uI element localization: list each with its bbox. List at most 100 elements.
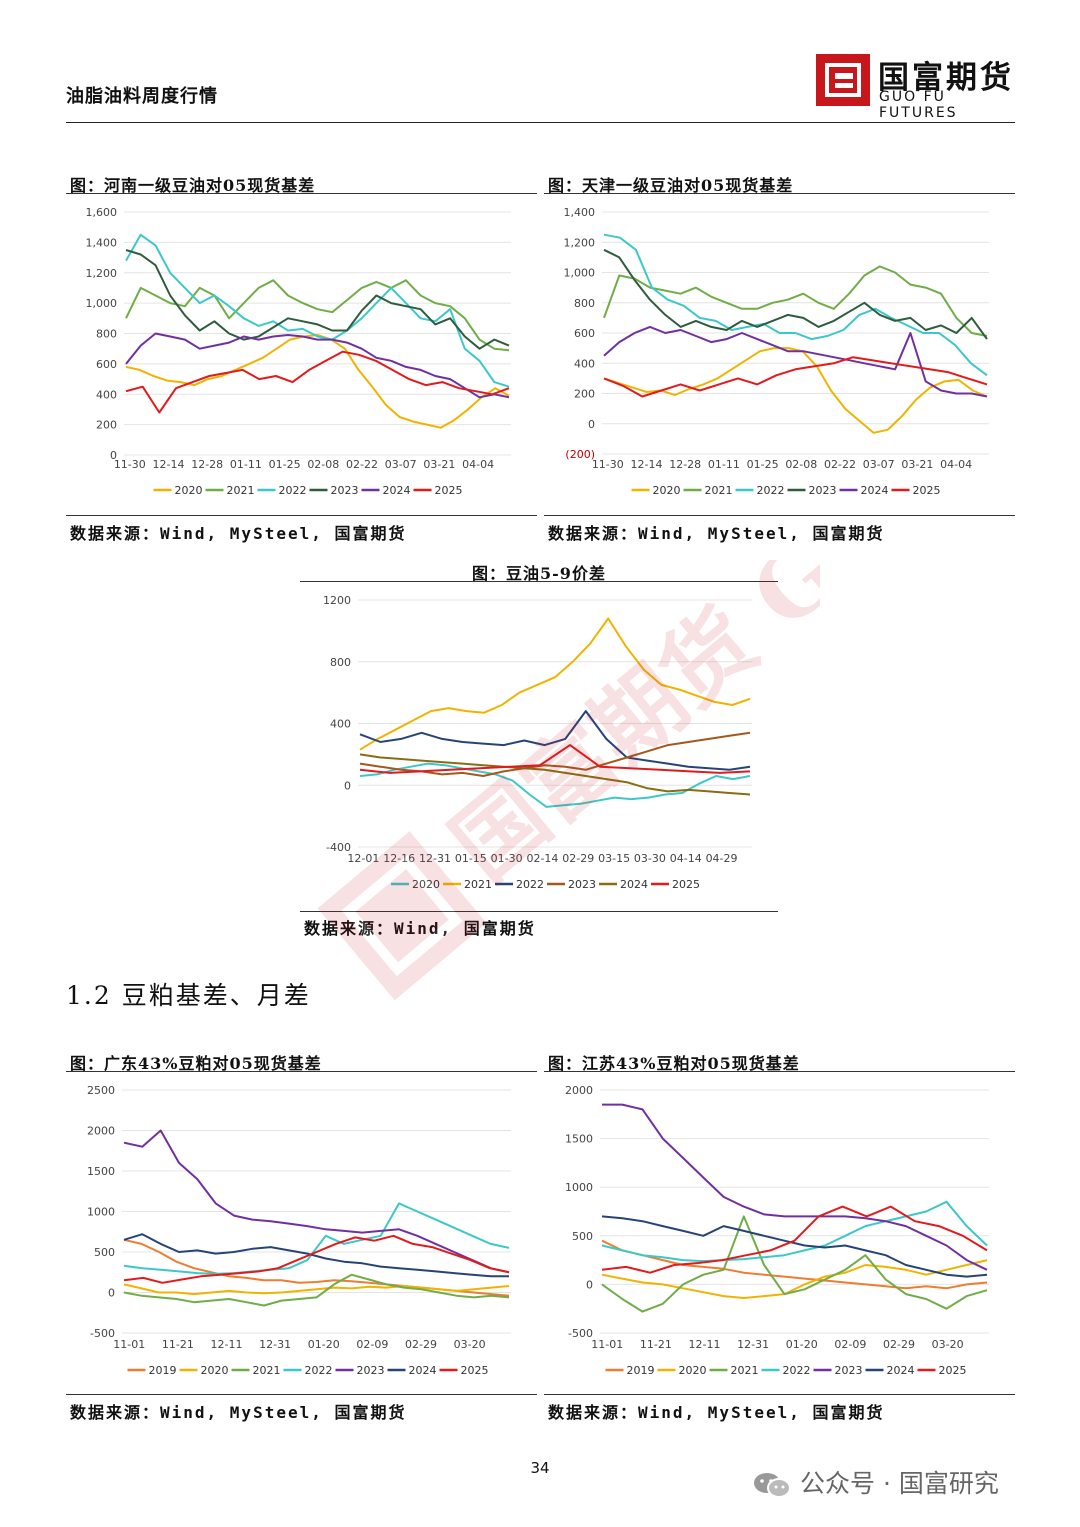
y-tick-label: -400 (326, 841, 351, 854)
series-line-2025 (123, 1234, 510, 1284)
x-tick-label: 11-30 (114, 458, 146, 471)
y-tick-label: 1,400 (86, 236, 118, 249)
legend-label: 2019 (149, 1364, 177, 1377)
y-tick-label: 800 (330, 656, 351, 669)
chart-rule-tianjin-bottom (544, 515, 1015, 516)
company-logo: 国富期货 GUO FU FUTURES (816, 54, 1016, 121)
legend-label: 2024 (409, 1364, 437, 1377)
y-tick-label: 1,200 (564, 236, 596, 249)
x-tick-label: 01-11 (708, 458, 740, 471)
chart-rule-guangdong-top (66, 1071, 537, 1072)
section-heading: 1.2 豆粕基差、月差 (66, 981, 311, 1010)
series-line-2024 (123, 1233, 509, 1278)
legend-label: 2024 (620, 878, 648, 891)
x-tick-label: 03-21 (901, 458, 933, 471)
legend-label: 2022 (757, 484, 785, 497)
y-tick-label: 400 (574, 357, 595, 370)
legend-label: 2020 (175, 484, 203, 497)
x-tick-label: 03-20 (454, 1338, 486, 1351)
legend-label: 2025 (461, 1364, 489, 1377)
x-tick-label: 12-31 (259, 1338, 291, 1351)
x-tick-label: 02-09 (834, 1338, 866, 1351)
x-tick-label: 11-01 (591, 1338, 623, 1351)
chart-title-henan: 图：河南一级豆油对05现货基差 (70, 176, 316, 195)
y-tick-label: 800 (96, 328, 117, 341)
legend-label: 2025 (939, 1364, 967, 1377)
y-tick-label: 400 (96, 388, 117, 401)
chart-rule-tianjin-top (544, 193, 1015, 194)
series-line-2024 (359, 753, 751, 796)
chart-source-guangdong: 数据来源：Wind, MySteel, 国富期货 (70, 1403, 407, 1422)
y-tick-label: 1500 (87, 1165, 115, 1178)
legend-label: 2022 (783, 1364, 811, 1377)
y-tick-label: 800 (574, 297, 595, 310)
wechat-footer: 公众号 · 国富研究 (752, 1464, 999, 1500)
series-line-2025 (359, 744, 751, 774)
x-tick-label: 12-11 (689, 1338, 721, 1351)
y-tick-label: 2000 (565, 1084, 593, 1097)
series-line-2022 (603, 233, 988, 377)
legend-label: 2021 (731, 1364, 759, 1377)
legend-label: 2024 (861, 484, 889, 497)
y-tick-label: 0 (110, 449, 117, 462)
chart-rule-jiangsu-top (544, 1071, 1015, 1072)
series-line-2023 (123, 1129, 510, 1274)
y-tick-label: 0 (588, 418, 595, 431)
legend-label: 2025 (913, 484, 941, 497)
legend-label: 2023 (331, 484, 359, 497)
x-tick-label: 02-29 (562, 852, 594, 865)
chart-title-guangdong: 图：广东43%豆粕对05现货基差 (70, 1054, 322, 1073)
legend-label: 2021 (227, 484, 255, 497)
x-tick-label: 01-20 (786, 1338, 818, 1351)
series-line-2021 (359, 617, 751, 751)
series-line-2022 (123, 1202, 510, 1275)
series-line-2020 (603, 347, 988, 434)
series-line-2024 (601, 1215, 988, 1278)
x-tick-label: 03-07 (863, 458, 895, 471)
x-tick-label: 11-21 (640, 1338, 672, 1351)
x-tick-label: 02-29 (405, 1338, 437, 1351)
x-tick-label: 12-11 (211, 1338, 243, 1351)
legend-label: 2023 (835, 1364, 863, 1377)
x-tick-label: 12-16 (383, 852, 415, 865)
chart-title-tianjin: 图：天津一级豆油对05现货基差 (548, 176, 794, 195)
x-tick-label: 01-15 (455, 852, 487, 865)
x-tick-label: 01-25 (747, 458, 779, 471)
wechat-icon (752, 1471, 792, 1499)
y-tick-label: -500 (90, 1327, 115, 1340)
legend-label: 2025 (672, 878, 700, 891)
legend-label: 2022 (516, 878, 544, 891)
y-tick-label: 0 (108, 1287, 115, 1300)
x-tick-label: 12-14 (631, 458, 663, 471)
x-tick-label: 03-21 (423, 458, 455, 471)
x-tick-label: 02-08 (785, 458, 817, 471)
series-line-2024 (125, 332, 510, 399)
y-tick-label: 1000 (565, 1181, 593, 1194)
header-rule (66, 122, 1015, 123)
x-tick-label: 02-22 (346, 458, 378, 471)
legend-label: 2020 (201, 1364, 229, 1377)
x-tick-label: 12-28 (191, 458, 223, 471)
y-tick-label: 1,200 (86, 267, 118, 280)
logo-mark-icon (816, 54, 870, 106)
chart-source-soyoil59: 数据来源：Wind, 国富期货 (304, 919, 536, 938)
y-tick-label: 1,400 (564, 206, 596, 219)
series-line-2021 (603, 265, 988, 337)
legend-label: 2020 (653, 484, 681, 497)
chart-source-jiangsu: 数据来源：Wind, MySteel, 国富期货 (548, 1403, 885, 1422)
y-tick-label: 1,000 (564, 267, 596, 280)
chart-jiangsu: -500 0 500 1000 1500 2000 11-01 11-21 12-11 12-31… (544, 1074, 1015, 1392)
series-line-2020 (601, 1259, 988, 1299)
legend-label: 2021 (705, 484, 733, 497)
logo-chinese-name: 国富期货 (878, 60, 1014, 96)
y-tick-label: 1200 (323, 594, 351, 607)
x-tick-label: 01-20 (308, 1338, 340, 1351)
x-tick-label: 02-14 (526, 852, 558, 865)
logo-english-name: GUO FU FUTURES (879, 89, 958, 121)
legend-label: 2020 (679, 1364, 707, 1377)
x-tick-label: 04-29 (706, 852, 738, 865)
chart-rule-jiangsu-bottom (544, 1394, 1015, 1395)
series-line-2020 (125, 334, 510, 429)
legend-label: 2025 (435, 484, 463, 497)
y-tick-label: 0 (344, 779, 351, 792)
